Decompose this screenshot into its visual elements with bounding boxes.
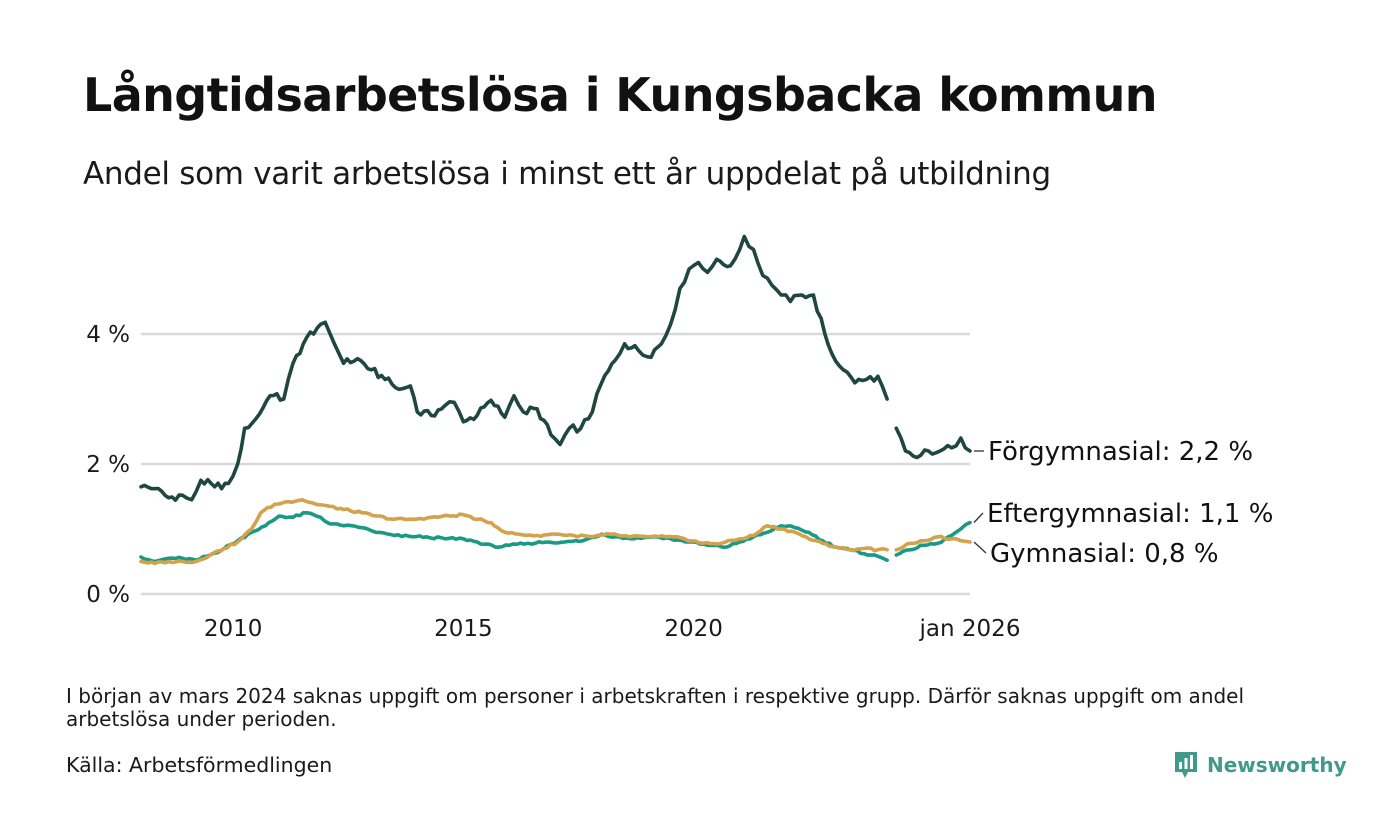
source-text: Källa: Arbetsförmedlingen — [66, 753, 333, 777]
x-tick-label: 2010 — [204, 616, 263, 642]
förgymnasial-line-1 — [139, 234, 889, 502]
footnote: I början av mars 2024 saknas uppgift om … — [66, 684, 1245, 731]
series-end-labels: Förgymnasial: 2,2 % Eftergymnasial: 1,1 %… — [973, 437, 1273, 569]
y-tick-label: 2 % — [86, 452, 130, 478]
chart-subtitle: Andel som varit arbetslösa i minst ett å… — [83, 156, 1051, 192]
y-axis-ticks: 0 % 2 % 4 % — [86, 322, 130, 608]
leader-line — [973, 512, 984, 523]
line-chart: 0 % 2 % 4 % 2010 2015 2020 jan 2026 Förgymnas… — [86, 234, 1273, 642]
leader-line — [973, 541, 987, 554]
newsworthy-logo-icon — [1175, 752, 1197, 778]
eftergymnasial-end-label: Eftergymnasial: 1,1 % — [987, 499, 1273, 529]
gymnasial-line-1 — [139, 498, 889, 566]
y-tick-label: 4 % — [86, 322, 130, 348]
series-lines — [139, 234, 972, 566]
x-tick-label: 2020 — [664, 616, 723, 642]
newsworthy-logo[interactable]: Newsworthy — [1173, 750, 1347, 780]
förgymnasial-end-label: Förgymnasial: 2,2 % — [988, 437, 1253, 467]
eftergymnasial-line-1 — [139, 510, 889, 564]
gymnasial-end-label: Gymnasial: 0,8 % — [990, 539, 1219, 569]
gymnasial-line-2 — [894, 534, 972, 552]
x-tick-label: 2015 — [434, 616, 493, 642]
x-tick-label: jan 2026 — [919, 616, 1021, 642]
förgymnasial-line-2 — [894, 426, 972, 460]
chart-title: Långtidsarbetslösa i Kungsbacka kommun — [83, 68, 1158, 122]
x-axis-ticks: 2010 2015 2020 jan 2026 — [204, 616, 1021, 642]
eftergymnasial-line-2 — [894, 520, 972, 557]
gridlines — [141, 332, 970, 596]
y-tick-label: 0 % — [86, 582, 130, 608]
brand-name: Newsworthy — [1207, 753, 1347, 777]
